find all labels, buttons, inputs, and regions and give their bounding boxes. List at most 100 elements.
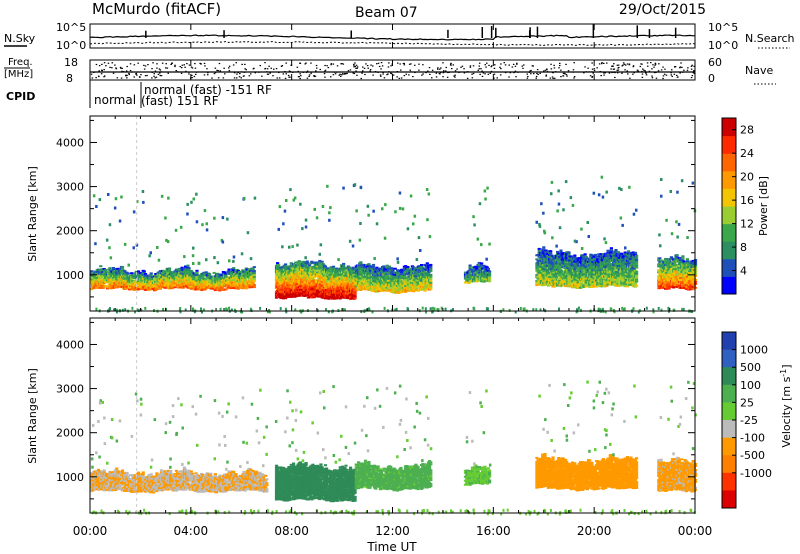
echo-cell (180, 266, 184, 269)
freq-dot (379, 74, 382, 76)
freq-dot (399, 63, 401, 65)
echo-cell (137, 272, 141, 275)
echo-cell (280, 292, 284, 295)
freq-dot (353, 63, 355, 65)
echo-cell (567, 251, 571, 254)
echo-cell (617, 258, 621, 261)
freq-dot (535, 75, 538, 78)
freq-dot (151, 77, 153, 79)
echo-cell (384, 289, 388, 292)
freq-dot (508, 64, 510, 66)
echo-cell (151, 288, 156, 290)
freq-dot (376, 63, 378, 65)
echo-cell (342, 264, 346, 267)
freq-dot (651, 75, 653, 77)
echo-cell (342, 262, 346, 265)
echo-cell (345, 275, 349, 277)
echo-cell (577, 284, 581, 287)
echo-cell (584, 285, 588, 288)
echo-cell (181, 286, 185, 289)
freq-dot (690, 65, 693, 67)
freq-dot (245, 69, 247, 71)
echo-cell (545, 252, 549, 255)
freq-dot (504, 64, 507, 66)
freq-dot (442, 72, 445, 74)
echo-cell (396, 260, 400, 264)
echo-cell (132, 210, 136, 214)
echo-cell (545, 254, 549, 257)
freq-dot (314, 75, 317, 77)
echo-cell (429, 269, 433, 272)
freq-dot (449, 63, 452, 65)
echo-cell (427, 192, 431, 196)
echo-cell (605, 280, 609, 283)
echo-cell (100, 276, 104, 279)
echo-cell (353, 277, 357, 280)
echo-cell (221, 288, 225, 291)
freq-dot (362, 70, 364, 72)
echo-cell (468, 264, 472, 267)
freq-dot (616, 69, 618, 71)
cpid-panel: CPID normal normal (fast) -151 RF (fast)… (6, 80, 272, 108)
echo-cell (604, 274, 608, 277)
freq-dot (95, 77, 97, 79)
echo-cell (189, 269, 193, 272)
echo-cell (562, 278, 566, 281)
freq-dot (456, 68, 458, 70)
freq-dot (161, 62, 164, 64)
freq-dot (523, 64, 525, 66)
freq-dot (679, 72, 681, 74)
echo-cell (166, 240, 170, 244)
echo-cell (483, 189, 487, 193)
freq-dot (346, 72, 348, 75)
echo-cell (381, 283, 385, 286)
freq-dot (275, 68, 278, 70)
echo-cell (120, 268, 125, 271)
freq-dot (300, 75, 302, 77)
echo-cell (305, 292, 309, 295)
freq-dot (270, 67, 272, 69)
freq-dot (446, 76, 449, 78)
echo-cell (396, 257, 399, 261)
freq-dot (550, 68, 553, 70)
echo-cell (326, 289, 330, 292)
freq-dot (370, 64, 372, 66)
freq-dot (544, 69, 547, 71)
echo-cell (611, 267, 615, 270)
echo-cell (289, 264, 293, 267)
echo-cell (192, 246, 195, 250)
echo-cell (558, 268, 562, 271)
freq-dot (403, 75, 406, 77)
echo-cell (103, 269, 107, 272)
freq-dot (159, 72, 161, 74)
echo-cell (336, 274, 340, 277)
echo-cell (162, 271, 166, 274)
freq-dot (591, 76, 593, 78)
echo-cell (558, 274, 562, 276)
freq-dot (165, 63, 167, 65)
power-echoes (90, 116, 698, 314)
freq-dot (693, 70, 695, 72)
echo-cell (309, 262, 313, 265)
freq-dot (469, 66, 472, 68)
echo-cell (293, 196, 297, 200)
echo-cell (363, 282, 368, 285)
freq-dot (285, 73, 287, 75)
freq-dot (604, 72, 607, 74)
echo-cell (184, 273, 188, 276)
freq-dot (422, 64, 424, 66)
freq-dot (218, 62, 221, 65)
echo-cell (156, 246, 159, 249)
echo-cell (313, 269, 317, 272)
echo-cell (310, 260, 314, 263)
echo-cell (170, 271, 174, 274)
freq-dot (442, 76, 444, 78)
freq-dot (156, 67, 158, 69)
echo-cell (353, 297, 357, 300)
echo-cell (428, 235, 432, 239)
freq-dot (532, 65, 534, 67)
freq-dot (354, 62, 356, 64)
echo-cell (564, 261, 568, 264)
freq-dot (287, 74, 290, 76)
echo-cell (391, 279, 395, 282)
